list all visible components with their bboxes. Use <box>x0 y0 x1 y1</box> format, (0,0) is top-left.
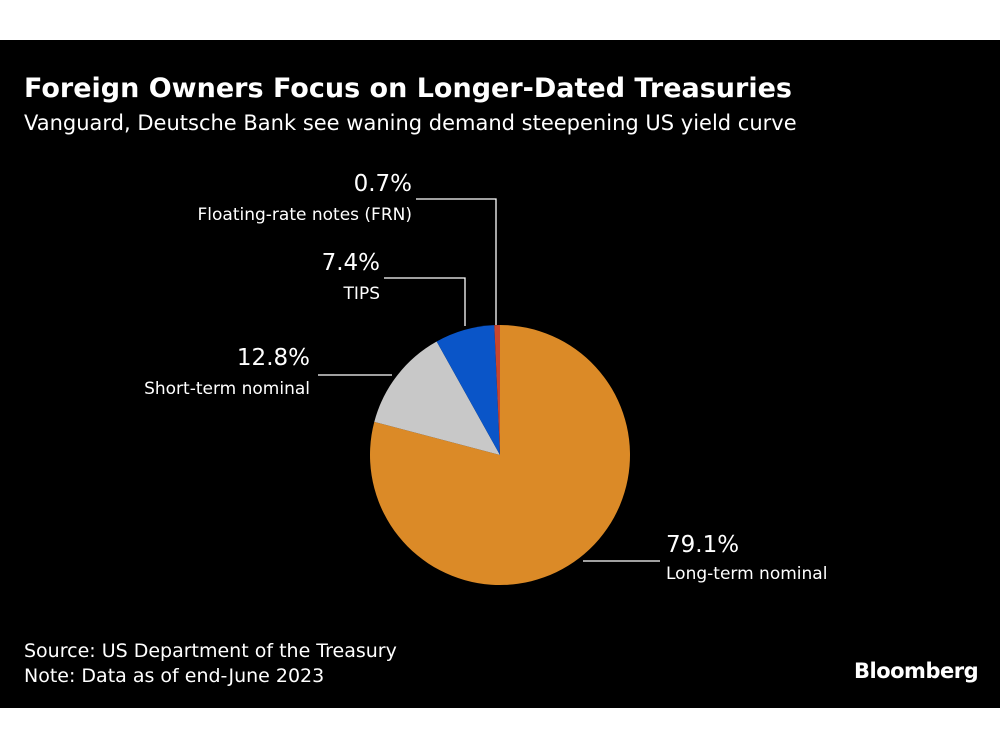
value-label-tips: 7.4% <box>322 250 380 276</box>
source-note: Source: US Department of the Treasury <box>24 640 397 662</box>
pie-chart: 79.1% Long-term nominal 12.8% Short-term no… <box>144 171 827 585</box>
bloomberg-logo: Bloomberg <box>854 659 979 683</box>
chart-card: Foreign Owners Focus on Longer-Dated Tre… <box>0 40 1000 708</box>
slice-tips <box>436 325 500 455</box>
category-label-long-term-nominal: Long-term nominal <box>666 564 827 584</box>
leader-line-tips <box>384 277 466 326</box>
slice-short-term-nominal <box>374 341 500 455</box>
slice-floating-rate-notes-frn <box>494 325 500 455</box>
value-label-floating-rate-notes-frn: 0.7% <box>354 171 412 197</box>
category-label-floating-rate-notes-frn: Floating-rate notes (FRN) <box>198 205 412 225</box>
slice-labels: 79.1% Long-term nominal 12.8% Short-term no… <box>144 171 827 584</box>
category-label-short-term-nominal: Short-term nominal <box>144 379 310 399</box>
chart-subtitle: Vanguard, Deutsche Bank see waning deman… <box>24 111 797 135</box>
leader-line-floating-rate-notes-frn <box>416 198 497 325</box>
pie-slices <box>370 325 631 585</box>
data-note: Note: Data as of end-June 2023 <box>24 665 325 687</box>
chart-title: Foreign Owners Focus on Longer-Dated Tre… <box>24 73 792 104</box>
category-label-tips: TIPS <box>343 284 380 304</box>
slice-long-term-nominal <box>370 325 631 585</box>
leader-lines <box>318 198 660 562</box>
value-label-short-term-nominal: 12.8% <box>237 345 310 371</box>
value-label-long-term-nominal: 79.1% <box>666 532 739 558</box>
